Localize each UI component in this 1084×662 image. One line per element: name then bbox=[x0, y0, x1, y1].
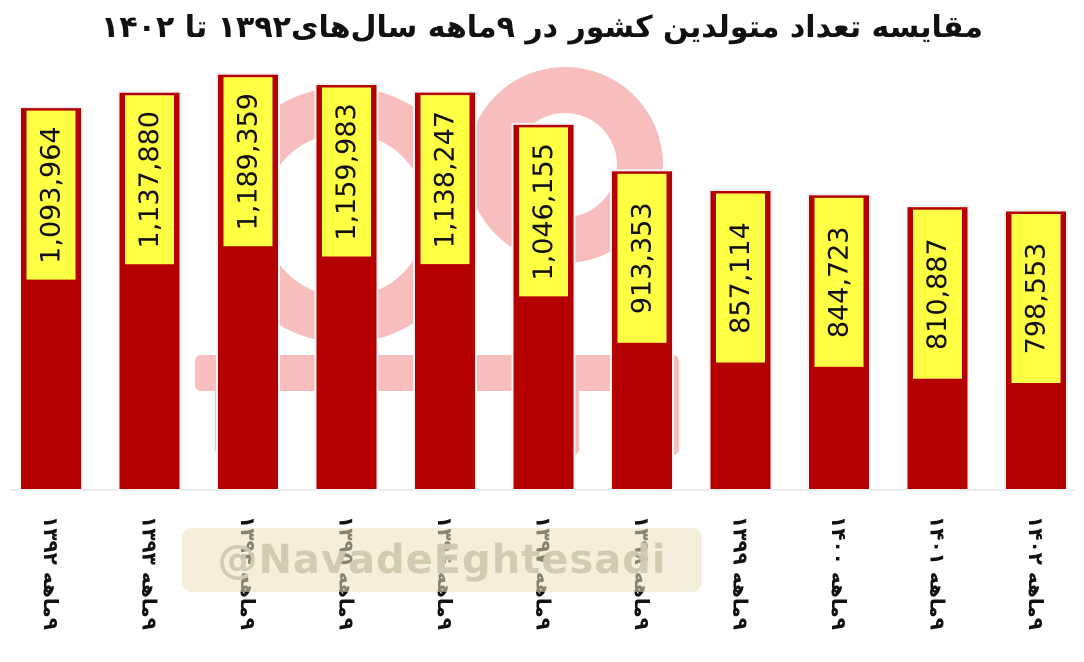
data-label-box bbox=[912, 208, 963, 380]
category-label: ۹ماهه ۱۴۰۰ bbox=[827, 516, 851, 630]
category-label: ۹ماهه ۱۳۹۹ bbox=[729, 516, 753, 630]
data-label-box bbox=[222, 76, 274, 248]
data-label-box bbox=[518, 126, 569, 298]
data-label: 810,887 bbox=[922, 238, 953, 350]
data-label: 1,159,983 bbox=[331, 103, 362, 240]
data-label: 1,046,155 bbox=[528, 143, 559, 280]
data-label-box bbox=[813, 196, 865, 368]
data-label: 913,353 bbox=[627, 202, 658, 314]
data-label: 1,093,964 bbox=[36, 126, 67, 263]
category-label: ۹ماهه ۱۳۹۳ bbox=[138, 516, 162, 630]
chart-title: مقایسه تعداد متولدین کشور در ۹ماهه سال‌ه… bbox=[101, 10, 983, 45]
data-label: 1,137,880 bbox=[134, 111, 165, 248]
data-label: 1,138,247 bbox=[430, 111, 461, 248]
category-label: ۹ماهه ۱۴۰۲ bbox=[1024, 516, 1048, 630]
data-label-box bbox=[616, 172, 668, 344]
category-label: ۹ماهه ۱۴۰۱ bbox=[926, 516, 950, 630]
data-label-box bbox=[1010, 213, 1062, 385]
watermark-handle: @NavadeEghtesadi bbox=[182, 528, 702, 592]
data-label: 844,723 bbox=[824, 227, 855, 339]
data-label-box bbox=[321, 86, 372, 258]
category-label: ۹ماهه ۱۳۹۲ bbox=[39, 516, 63, 630]
data-label: 857,114 bbox=[725, 222, 756, 334]
data-label: 1,189,359 bbox=[233, 93, 264, 230]
data-label: 798,553 bbox=[1021, 243, 1052, 355]
data-label-box bbox=[715, 192, 766, 364]
data-label-box bbox=[419, 94, 471, 266]
data-label-box bbox=[25, 109, 77, 281]
data-label-box bbox=[124, 94, 175, 266]
